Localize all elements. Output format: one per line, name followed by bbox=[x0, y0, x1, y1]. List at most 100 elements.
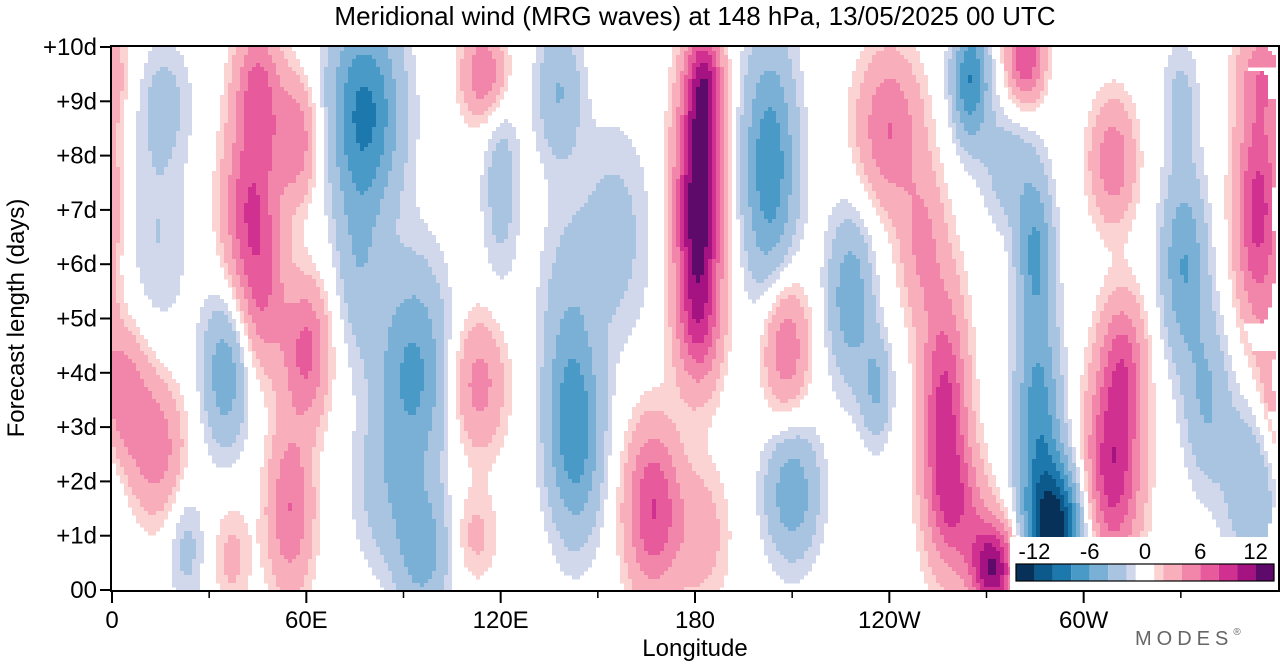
contour-cell bbox=[1244, 279, 1256, 284]
contour-cell bbox=[1088, 331, 1096, 336]
contour-cell bbox=[136, 243, 184, 248]
contour-cell bbox=[728, 179, 732, 184]
contour-cell bbox=[344, 283, 440, 288]
contour-cell bbox=[112, 111, 120, 116]
contour-cell bbox=[720, 287, 728, 292]
contour-cell bbox=[968, 335, 976, 340]
contour-cell bbox=[864, 339, 884, 344]
contour-cell bbox=[932, 163, 944, 168]
contour-cell bbox=[312, 155, 316, 160]
contour-cell bbox=[696, 103, 708, 108]
contour-cell bbox=[780, 263, 788, 268]
contour-cell bbox=[688, 87, 692, 92]
contour-cell bbox=[1024, 307, 1048, 312]
contour-cell bbox=[780, 327, 796, 332]
contour-cell bbox=[948, 295, 964, 300]
contour-cell bbox=[336, 115, 344, 120]
contour-cell bbox=[1192, 215, 1204, 220]
contour-cell bbox=[312, 347, 320, 352]
contour-cell bbox=[684, 171, 688, 176]
contour-cell bbox=[456, 47, 464, 52]
contour-cell bbox=[1208, 263, 1216, 268]
contour-cell bbox=[720, 131, 724, 136]
contour-cell bbox=[748, 179, 756, 184]
contour-cell bbox=[980, 67, 984, 72]
contour-cell bbox=[1124, 151, 1136, 156]
contour-cell bbox=[340, 187, 356, 192]
contour-cell bbox=[236, 335, 240, 340]
contour-cell bbox=[1248, 263, 1268, 268]
contour-cell bbox=[1056, 251, 1060, 256]
contour-cell bbox=[984, 67, 992, 72]
contour-cell bbox=[248, 339, 252, 344]
contour-cell bbox=[840, 327, 864, 332]
contour-cell bbox=[692, 243, 708, 248]
contour-cell bbox=[784, 175, 792, 180]
contour-cell bbox=[244, 203, 260, 208]
contour-cell bbox=[668, 235, 672, 240]
contour-cell bbox=[384, 191, 400, 196]
contour-cell bbox=[680, 247, 688, 252]
contour-cell bbox=[688, 291, 708, 296]
contour-cell bbox=[664, 335, 672, 340]
contour-cell bbox=[576, 63, 584, 68]
contour-cell bbox=[1128, 287, 1140, 292]
contour-cell bbox=[248, 231, 260, 236]
contour-cell bbox=[372, 55, 388, 60]
contour-cell bbox=[548, 215, 572, 220]
contour-cell bbox=[136, 335, 144, 340]
contour-cell bbox=[824, 263, 828, 268]
contour-cell bbox=[720, 143, 724, 148]
contour-cell bbox=[796, 219, 808, 224]
contour-cell bbox=[1236, 115, 1244, 120]
contour-cell bbox=[800, 207, 808, 212]
contour-cell bbox=[1104, 83, 1124, 88]
contour-cell bbox=[888, 239, 900, 244]
contour-cell bbox=[348, 67, 380, 72]
contour-cell bbox=[1040, 247, 1048, 252]
contour-cell bbox=[760, 191, 780, 196]
contour-cell bbox=[1272, 247, 1276, 252]
contour-cell bbox=[924, 295, 948, 300]
contour-cell bbox=[968, 343, 976, 348]
contour-cell bbox=[708, 319, 716, 324]
contour-cell bbox=[864, 323, 880, 328]
contour-cell bbox=[316, 315, 328, 320]
contour-cell bbox=[1112, 347, 1132, 352]
contour-cell bbox=[492, 155, 512, 160]
contour-cell bbox=[356, 91, 372, 96]
contour-cell bbox=[768, 315, 772, 320]
contour-cell bbox=[748, 139, 756, 144]
contour-cell bbox=[1172, 83, 1188, 88]
contour-cell bbox=[792, 239, 800, 244]
contour-cell bbox=[884, 223, 892, 228]
contour-cell bbox=[1180, 263, 1188, 268]
contour-cell bbox=[872, 111, 908, 116]
contour-cell bbox=[876, 91, 904, 96]
contour-cell bbox=[676, 271, 680, 276]
contour-cell bbox=[1112, 343, 1132, 348]
contour-cell bbox=[496, 75, 504, 80]
contour-cell bbox=[320, 99, 324, 104]
contour-cell bbox=[1268, 159, 1276, 164]
contour-cell bbox=[740, 255, 748, 260]
contour-cell bbox=[712, 107, 716, 112]
contour-cell bbox=[740, 155, 748, 160]
contour-cell bbox=[728, 131, 732, 136]
contour-cell bbox=[1008, 307, 1016, 312]
contour-cell bbox=[972, 75, 980, 80]
contour-cell bbox=[1132, 323, 1144, 328]
contour-cell bbox=[532, 111, 540, 116]
contour-cell bbox=[836, 203, 852, 208]
contour-cell bbox=[800, 195, 808, 200]
contour-cell bbox=[1168, 59, 1196, 64]
contour-cell bbox=[488, 147, 496, 152]
contour-cell bbox=[892, 123, 912, 128]
contour-cell bbox=[724, 111, 728, 116]
contour-cell bbox=[1244, 191, 1252, 196]
contour-cell bbox=[872, 199, 880, 204]
contour-cell bbox=[800, 343, 808, 348]
contour-cell bbox=[784, 231, 796, 236]
contour-cell bbox=[1104, 179, 1124, 184]
contour-cell bbox=[716, 103, 720, 108]
